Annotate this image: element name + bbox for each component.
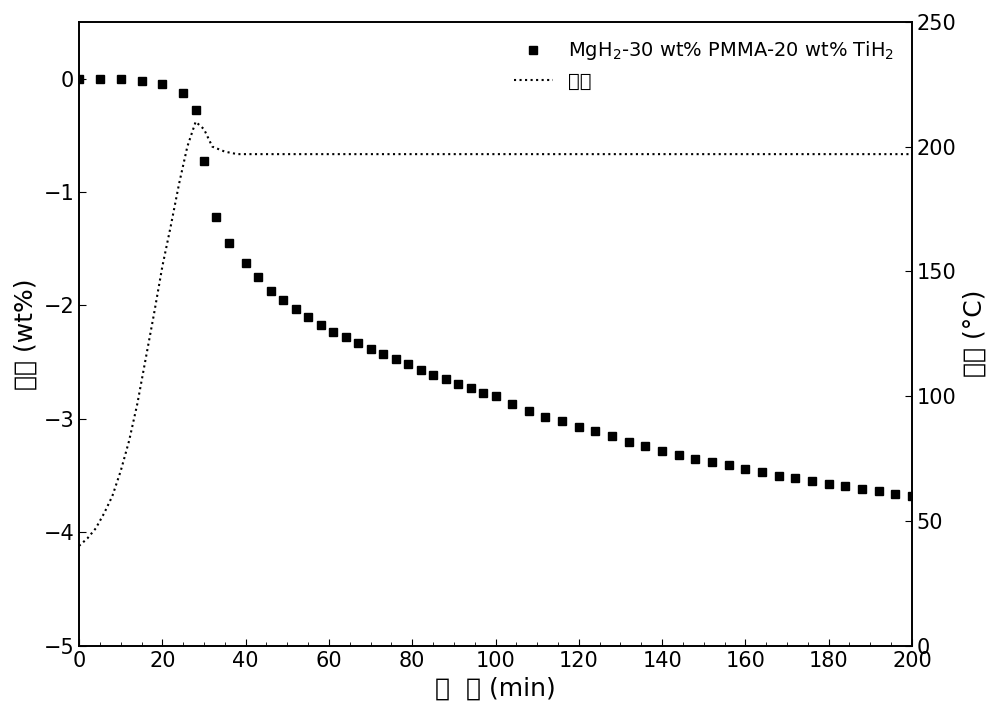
温度 <box>90 524 102 533</box>
X-axis label: 时  间 (min): 时 间 (min) <box>435 676 556 700</box>
MgH$_2$-30 wt% PMMA-20 wt% TiH$_2$ <box>73 74 85 83</box>
Legend: MgH$_2$-30 wt% PMMA-20 wt% TiH$_2$, 温度: MgH$_2$-30 wt% PMMA-20 wt% TiH$_2$, 温度 <box>506 31 902 99</box>
MgH$_2$-30 wt% PMMA-20 wt% TiH$_2$ <box>365 344 377 353</box>
温度 <box>81 534 93 543</box>
Line: 温度: 温度 <box>79 121 912 546</box>
温度 <box>173 180 185 188</box>
温度 <box>864 150 876 159</box>
MgH$_2$-30 wt% PMMA-20 wt% TiH$_2$ <box>589 427 601 436</box>
温度 <box>698 150 710 159</box>
温度 <box>190 117 202 126</box>
温度 <box>165 222 177 231</box>
温度 <box>198 125 210 134</box>
温度 <box>614 150 626 159</box>
温度 <box>156 262 168 271</box>
MgH$_2$-30 wt% PMMA-20 wt% TiH$_2$ <box>689 454 701 463</box>
MgH$_2$-30 wt% PMMA-20 wt% TiH$_2$ <box>906 492 918 501</box>
温度 <box>206 142 218 151</box>
温度 <box>115 467 127 476</box>
MgH$_2$-30 wt% PMMA-20 wt% TiH$_2$ <box>506 400 518 408</box>
温度 <box>248 150 260 159</box>
温度 <box>448 150 460 159</box>
温度 <box>106 492 118 501</box>
温度 <box>231 150 243 159</box>
Line: MgH$_2$-30 wt% PMMA-20 wt% TiH$_2$: MgH$_2$-30 wt% PMMA-20 wt% TiH$_2$ <box>75 75 916 500</box>
MgH$_2$-30 wt% PMMA-20 wt% TiH$_2$ <box>94 74 106 83</box>
温度 <box>181 142 193 151</box>
温度 <box>98 509 110 518</box>
Y-axis label: 温度 (°C): 温度 (°C) <box>962 290 986 378</box>
温度 <box>123 437 135 446</box>
温度 <box>531 150 543 159</box>
温度 <box>148 310 160 318</box>
温度 <box>290 150 302 159</box>
温度 <box>140 354 152 363</box>
温度 <box>219 147 231 156</box>
温度 <box>73 542 85 550</box>
温度 <box>131 399 143 408</box>
温度 <box>781 150 793 159</box>
MgH$_2$-30 wt% PMMA-20 wt% TiH$_2$ <box>556 417 568 426</box>
温度 <box>906 150 918 159</box>
Y-axis label: 重量 (wt%): 重量 (wt%) <box>14 278 38 390</box>
温度 <box>323 150 335 159</box>
温度 <box>265 150 277 159</box>
温度 <box>385 150 397 159</box>
